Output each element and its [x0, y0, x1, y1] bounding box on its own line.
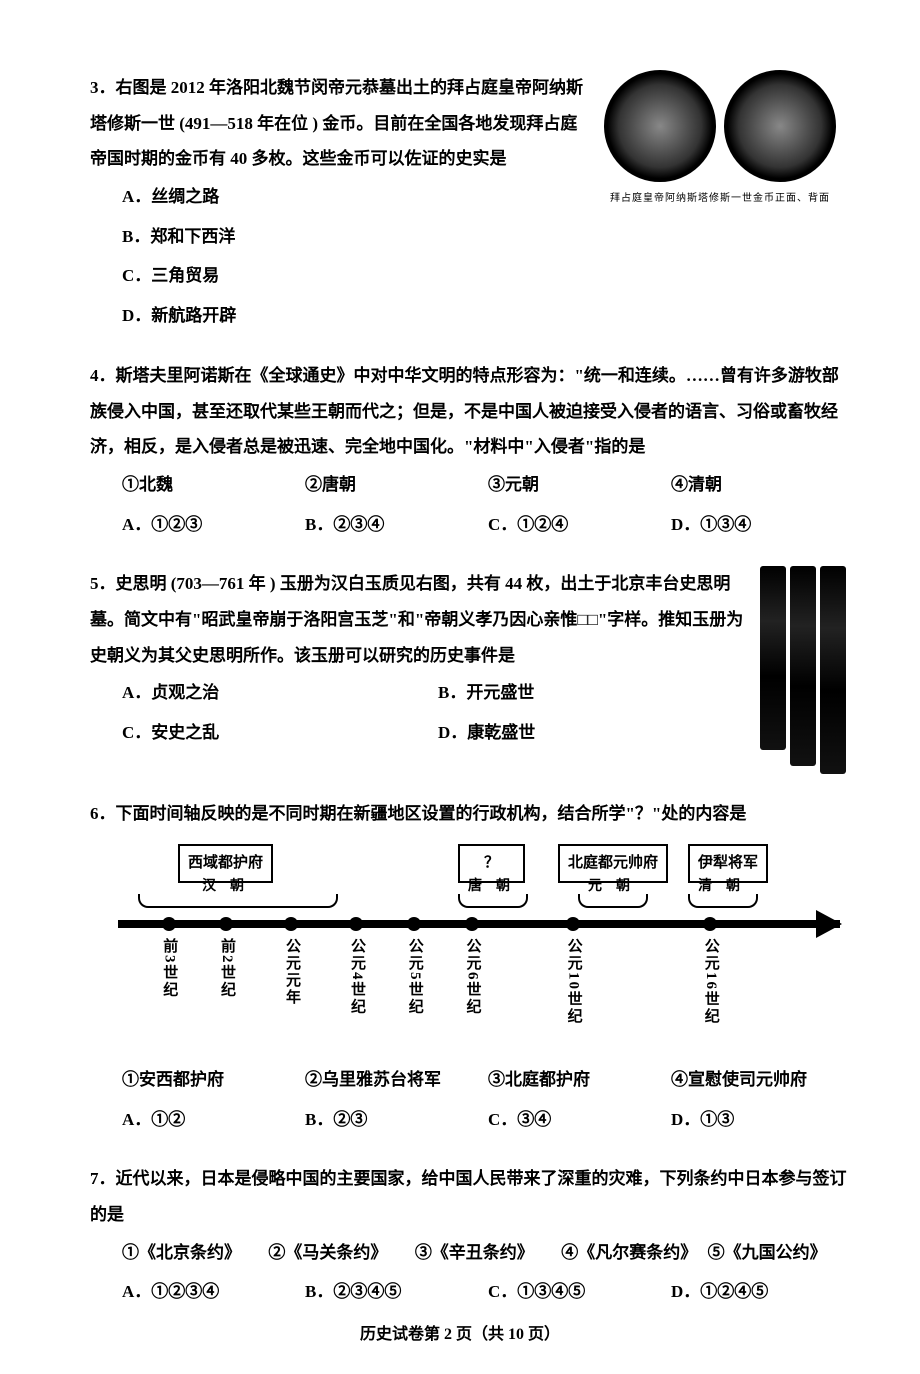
q5-opt-b: B．开元盛世 — [434, 673, 750, 713]
question-6: 6．下面时间轴反映的是不同时期在新疆地区设置的行政机构，结合所学"？"处的内容是… — [90, 796, 850, 1139]
timeline-dot — [407, 917, 421, 931]
q4-choice-2: ②唐朝 — [301, 465, 484, 505]
timeline-dot — [349, 917, 363, 931]
page-footer: 历史试卷第 2 页（共 10 页） — [0, 1320, 920, 1344]
coin-obverse — [604, 70, 716, 182]
q4-opt-b: B．②③④ — [301, 505, 484, 545]
jade-strip-2 — [790, 566, 816, 766]
q3-text: 右图是 2012 年洛阳北魏节闵帝元恭墓出土的拜占庭皇帝阿纳斯塔修斯一世 (49… — [90, 78, 583, 168]
coin-caption: 拜占庭皇帝阿纳斯塔修斯一世金币正面、背面 — [590, 188, 850, 209]
timeline-tick-label: 公元16世纪 — [694, 938, 726, 1025]
q4-number: 4． — [90, 366, 116, 385]
question-5: 5．史思明 (703—761 年 ) 玉册为汉白玉质见右图，共有 44 枚，出土… — [90, 566, 850, 774]
jade-strip-3 — [820, 566, 846, 774]
question-3: 拜占庭皇帝阿纳斯塔修斯一世金币正面、背面 3．右图是 2012 年洛阳北魏节闵帝… — [90, 70, 850, 336]
q6-choice-3: ③北庭都护府 — [484, 1060, 667, 1100]
q5-opt-a: A．贞观之治 — [118, 673, 434, 713]
timeline-axis — [118, 920, 840, 928]
coin-reverse — [724, 70, 836, 182]
q7-choice-5: ⑤《九国公约》 — [704, 1233, 850, 1273]
q3-opt-a: A．丝绸之路 — [118, 177, 590, 217]
q4-choice-1: ①北魏 — [118, 465, 301, 505]
q6-text: 下面时间轴反映的是不同时期在新疆地区设置的行政机构，结合所学"？"处的内容是 — [116, 804, 747, 823]
q6-number: 6． — [90, 804, 116, 823]
timeline-tick-label: 公元6世纪 — [456, 938, 488, 1016]
q6-choice-4: ④宣慰使司元帅府 — [667, 1060, 850, 1100]
timeline-tick-label: 公元元年 — [276, 938, 308, 1006]
q6-opt-b: B．②③ — [301, 1100, 484, 1140]
timeline-dot — [703, 917, 717, 931]
question-7: 7．近代以来，日本是侵略中国的主要国家，给中国人民带来了深重的灾难，下列条约中日… — [90, 1161, 850, 1312]
q5-text: 史思明 (703—761 年 ) 玉册为汉白玉质见右图，共有 44 枚，出土于北… — [90, 574, 743, 664]
coin-figure: 拜占庭皇帝阿纳斯塔修斯一世金币正面、背面 — [590, 70, 850, 209]
timeline-tick-label: 公元10世纪 — [557, 938, 589, 1025]
q6-opt-a: A．①② — [118, 1100, 301, 1140]
timeline-dot — [284, 917, 298, 931]
q7-opt-c: C．①③④⑤ — [484, 1272, 667, 1312]
timeline-tick-label: 公元4世纪 — [341, 938, 373, 1016]
q3-opt-b: B．郑和下西洋 — [118, 217, 590, 257]
q7-choice-2: ②《马关条约》 — [264, 1233, 410, 1273]
q4-opt-a: A．①②③ — [118, 505, 301, 545]
q4-text: 斯塔夫里阿诺斯在《全球通史》中对中华文明的特点形容为："统一和连续。……曾有许多… — [90, 366, 839, 456]
tl-brace-3 — [578, 894, 648, 908]
q3-opt-d: D．新航路开辟 — [118, 296, 590, 336]
q3-number: 3． — [90, 78, 116, 97]
timeline-labels: 前3世纪前2世纪 公元元年 公元4世纪公元5世纪公元6世纪 公元10世纪 公元16世纪 — [118, 934, 840, 1044]
q4-choice-3: ③元朝 — [484, 465, 667, 505]
tl-brace-1 — [138, 894, 338, 908]
q7-choice-4: ④《凡尔赛条约》 — [557, 1233, 703, 1273]
q6-choice-1: ①安西都护府 — [118, 1060, 301, 1100]
q7-choice-3: ③《辛丑条约》 — [411, 1233, 557, 1273]
question-4: 4．斯塔夫里阿诺斯在《全球通史》中对中华文明的特点形容为："统一和连续。……曾有… — [90, 358, 850, 544]
q5-number: 5． — [90, 574, 116, 593]
timeline-tick-label: 前3世纪 — [153, 938, 185, 999]
q6-opt-d: D．①③ — [667, 1100, 850, 1140]
q3-opt-c: C．三角贸易 — [118, 256, 590, 296]
q6-opt-c: C．③④ — [484, 1100, 667, 1140]
timeline-tick-label: 公元5世纪 — [398, 938, 430, 1016]
q4-opt-d: D．①③④ — [667, 505, 850, 545]
q5-opt-c: C．安史之乱 — [118, 713, 434, 753]
q4-choice-4: ④清朝 — [667, 465, 850, 505]
q7-choice-1: ①《北京条约》 — [118, 1233, 264, 1273]
q7-text: 近代以来，日本是侵略中国的主要国家，给中国人民带来了深重的灾难，下列条约中日本参… — [90, 1169, 847, 1224]
q7-opt-b: B．②③④⑤ — [301, 1272, 484, 1312]
tl-brace-4 — [688, 894, 758, 908]
tl-brace-2 — [458, 894, 528, 908]
q5-opt-d: D．康乾盛世 — [434, 713, 750, 753]
timeline-dot — [162, 917, 176, 931]
jade-figure — [760, 566, 850, 774]
timeline-dot — [566, 917, 580, 931]
q7-number: 7． — [90, 1169, 116, 1188]
timeline-dot — [465, 917, 479, 931]
timeline-dot — [219, 917, 233, 931]
q4-opt-c: C．①②④ — [484, 505, 667, 545]
q7-opt-a: A．①②③④ — [118, 1272, 301, 1312]
timeline-figure: 西域都护府 汉 朝 ？ 唐 朝 北庭都元帅府 元 朝 伊犁将军 清 朝 前3世纪… — [118, 844, 840, 1044]
q6-choice-2: ②乌里雅苏台将军 — [301, 1060, 484, 1100]
jade-strip-1 — [760, 566, 786, 750]
timeline-tick-label: 前2世纪 — [211, 938, 243, 999]
q7-opt-d: D．①②④⑤ — [667, 1272, 850, 1312]
